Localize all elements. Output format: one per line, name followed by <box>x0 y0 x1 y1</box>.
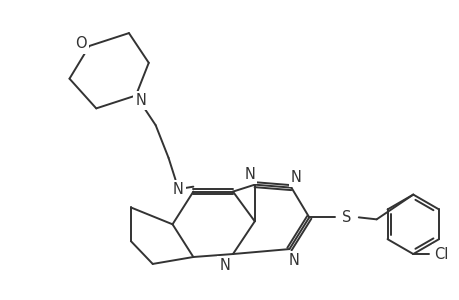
Text: N: N <box>290 170 301 185</box>
Text: N: N <box>173 182 184 197</box>
Text: O: O <box>75 37 87 52</box>
Text: N: N <box>135 93 146 108</box>
Text: Cl: Cl <box>433 247 447 262</box>
Text: N: N <box>288 254 299 268</box>
Text: N: N <box>219 258 230 273</box>
Text: S: S <box>341 210 351 225</box>
Text: N: N <box>244 167 255 182</box>
